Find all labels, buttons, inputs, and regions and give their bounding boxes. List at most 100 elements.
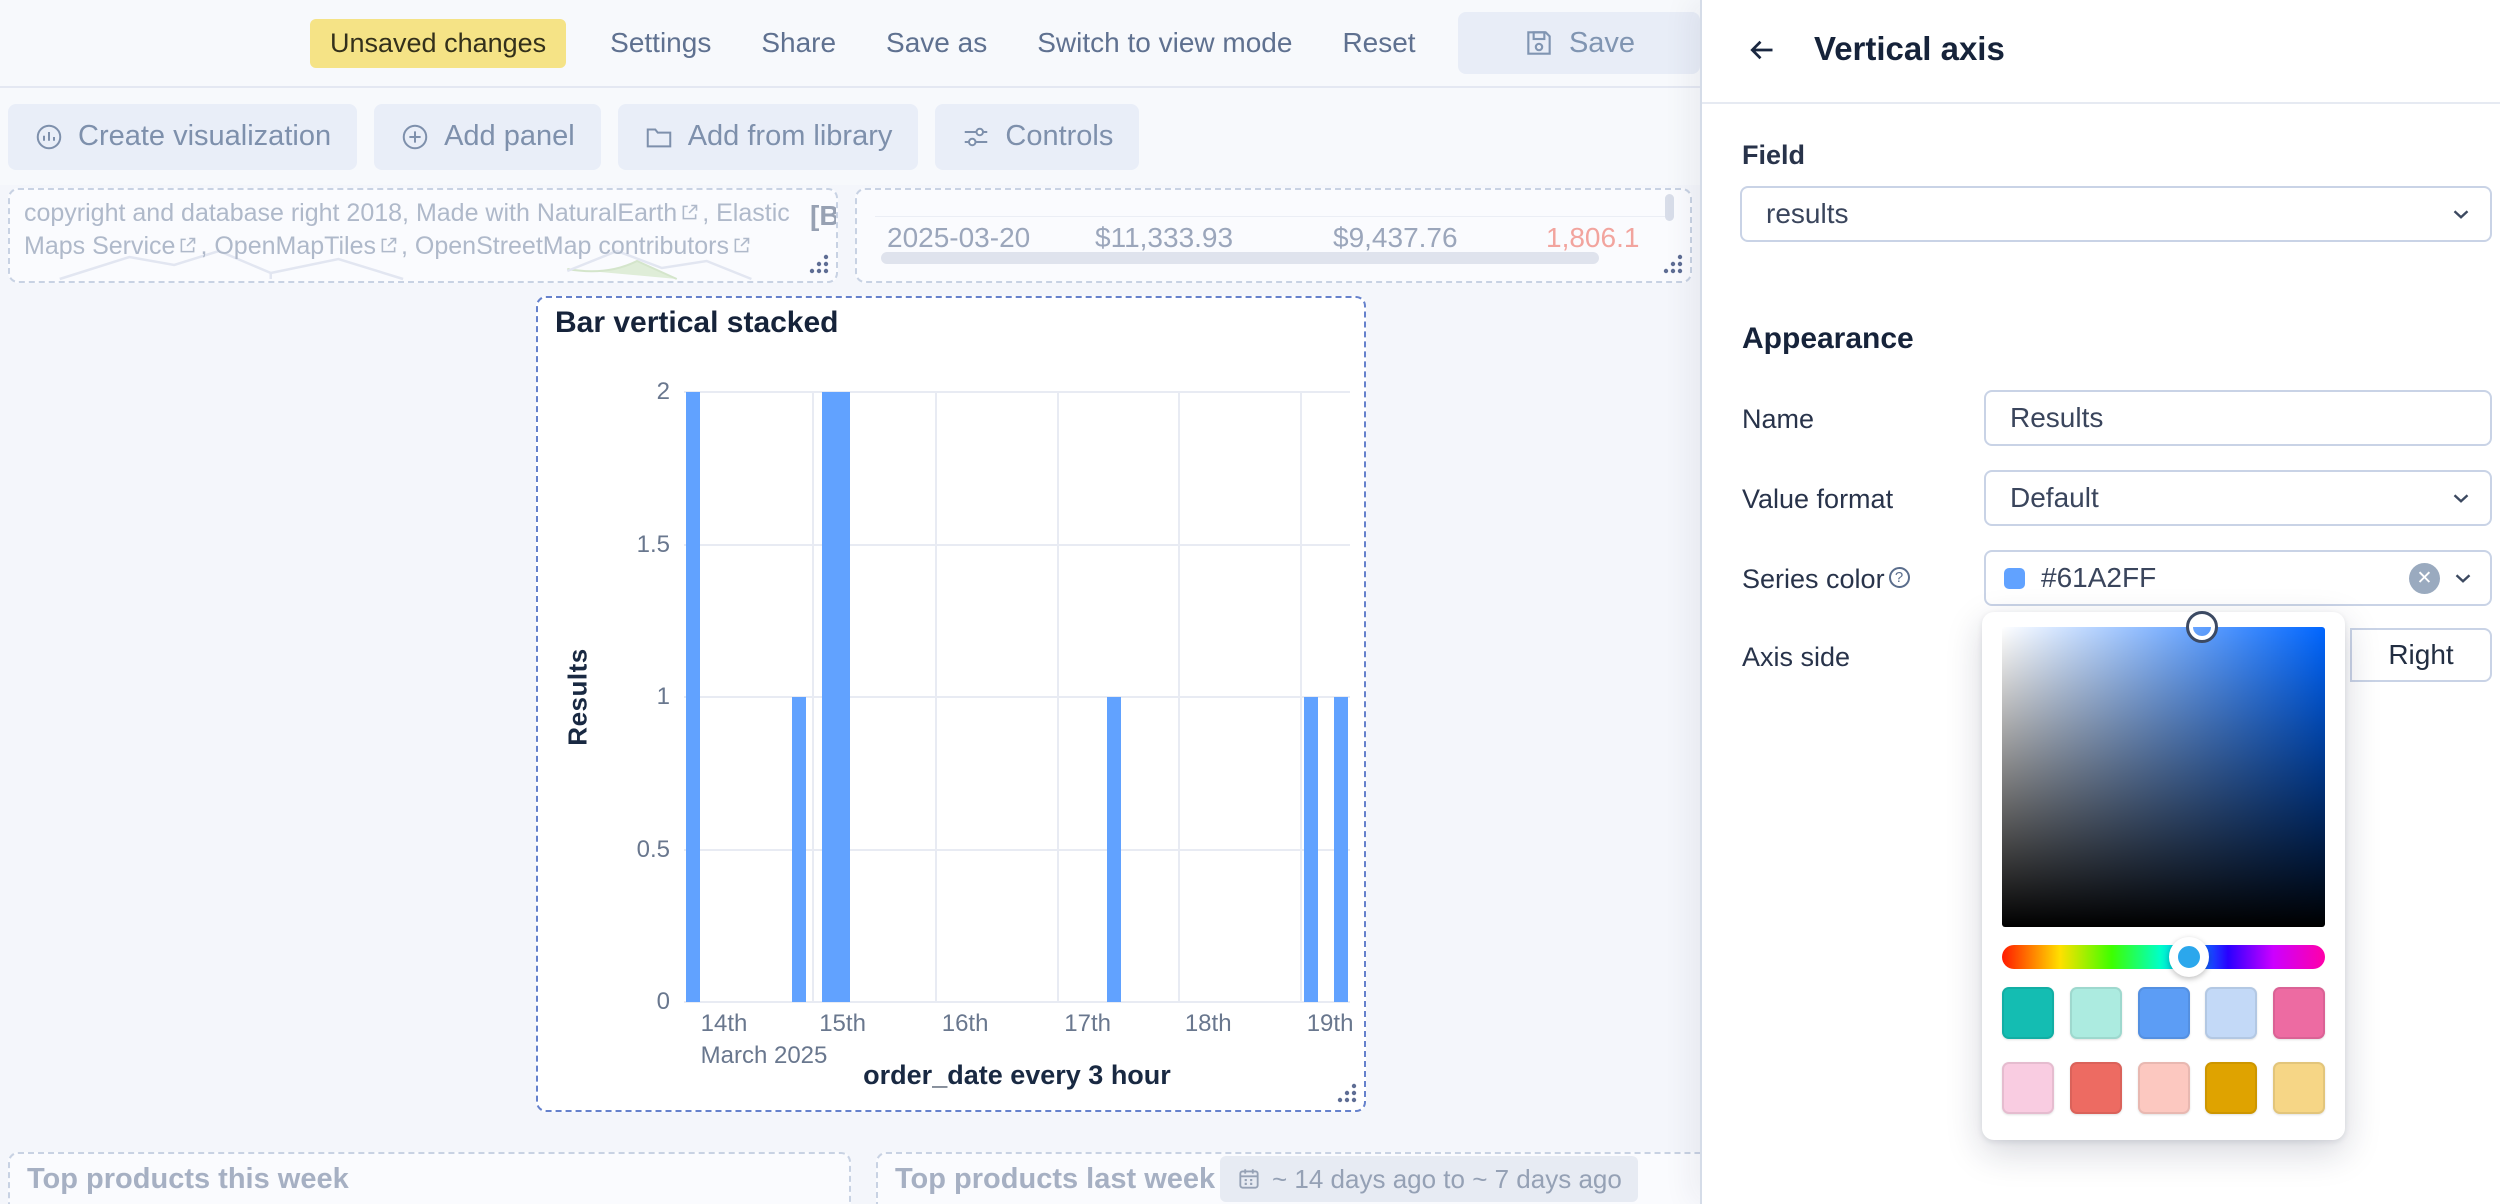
attribution-link[interactable]: OpenMapTiles [214,232,377,260]
hue-slider[interactable] [2002,937,2325,977]
table-row-divider [875,216,1672,217]
chart-plot-area: 0 0.5 1 1.5 2 14th March 2025 15th 16th 17th 18th 1… [637,378,1354,1069]
create-visualization-button[interactable]: Create visualization [8,103,358,170]
x-gridline [1177,392,1180,1002]
attribution-link[interactable]: Elastic Maps Service [24,199,790,260]
sliders-icon [961,122,991,152]
add-from-library-label: Add from library [687,120,893,152]
attribution-link[interactable]: NaturalEarth [536,199,678,227]
x-tick-label: 14th March 2025 [700,1010,828,1069]
flyout-header: Vertical axis [1702,0,2500,104]
color-swatch[interactable] [2137,1062,2190,1114]
chevron-down-icon [2448,201,2474,227]
x-gridline [934,392,937,1002]
panel-resize-handle[interactable] [1662,253,1684,275]
color-swatch[interactable] [2069,987,2122,1039]
color-swatch[interactable] [2002,987,2054,1039]
chart-bar[interactable] [836,392,851,1002]
chart-bar[interactable] [1107,697,1122,1002]
y-tick-label: 0 [656,988,670,1015]
chart-bar[interactable] [1333,697,1348,1002]
axis-side-label: Axis side [1742,642,1851,672]
chart-bar[interactable] [685,392,700,1002]
color-swatch[interactable] [2205,1062,2258,1114]
map-coastline-art [59,249,752,281]
color-swatch[interactable] [2205,987,2258,1039]
table-horizontal-scrollbar[interactable] [881,252,1599,264]
chevron-down-icon [2450,565,2476,591]
table-cell: 1,806.1 [1546,222,1640,253]
menu-save-as[interactable]: Save as [886,27,988,58]
series-color-picker-input[interactable]: #61A2FF ✕ [1984,550,2492,606]
panel-bar-vertical-stacked[interactable]: Bar vertical stacked Results 0 0.5 1 1.5 2 14… [536,296,1366,1112]
table-vertical-scrollbar[interactable] [1665,194,1674,221]
chart-bar[interactable] [821,392,836,1002]
saturation-gradient[interactable] [2002,611,2325,927]
attribution-link[interactable]: OpenStreetMap contributors [414,232,729,260]
color-swatch[interactable] [2137,987,2190,1039]
controls-button[interactable]: Controls [935,103,1140,170]
series-color-label: Series color? [1742,564,1910,595]
series-color-value: #61A2FF [2041,562,2157,593]
color-swatch[interactable] [2273,1062,2325,1114]
help-icon[interactable]: ? [1888,567,1910,588]
panel-map[interactable]: copyright and database right 2018, Made … [8,188,838,283]
attribution-text: , [200,232,215,260]
y-gridline [684,391,1350,393]
y-tick-label: 1.5 [636,530,670,558]
x-gridline [1299,392,1302,1002]
chevron-down-icon [2448,485,2474,511]
axis-side-right-button[interactable]: Right [2350,628,2492,682]
name-input-value: Results [2010,402,2104,433]
chart-bar[interactable] [792,697,807,1002]
panel-resize-handle[interactable] [1336,1082,1358,1104]
add-panel-button[interactable]: Add panel [374,103,601,170]
panel-title: Top products this week [27,1163,349,1195]
back-button[interactable] [1738,26,1786,74]
x-tick-sublabel: March 2025 [700,1042,828,1069]
menu-share[interactable]: Share [761,27,837,58]
panel-top-products-this-week[interactable]: Top products this week [8,1152,851,1204]
color-swatch-row [2002,1062,2325,1114]
external-link-icon [677,199,702,227]
value-format-select[interactable]: Default [1984,470,2492,526]
clear-color-button[interactable]: ✕ [2409,562,2440,594]
attribution-text: , [702,199,717,227]
color-swatch[interactable] [2273,987,2325,1039]
saturation-handle[interactable] [2186,611,2219,643]
x-tick-label: 19th [1306,1010,1354,1037]
y-gridline [684,543,1350,546]
panel-top-products-last-week[interactable]: Top products last week ~ 14 days ago to … [876,1152,1700,1204]
menu-reset[interactable]: Reset [1342,27,1416,58]
appearance-heading: Appearance [1742,322,1914,355]
external-link-icon [729,232,754,260]
external-link-icon [376,232,401,260]
add-from-library-button[interactable]: Add from library [617,103,919,170]
color-swatch[interactable] [2002,1062,2054,1114]
y-tick-label: 2 [656,378,670,405]
save-button[interactable]: Save [1458,12,1700,74]
name-label: Name [1742,404,1815,434]
flyout-title: Vertical axis [1814,30,2005,67]
panel-table[interactable]: 2025-03-20 $11,333.93 $9,437.76 1,806.1 [855,188,1692,283]
field-select[interactable]: results [1740,186,2492,242]
panel-title: Top products last week [895,1163,1216,1195]
panel-time-range-badge[interactable]: ~ 14 days ago to ~ 7 days ago [1220,1156,1638,1202]
x-tick-label: 18th [1184,1010,1232,1037]
folder-icon [644,122,674,152]
menu-settings[interactable]: Settings [610,27,712,58]
x-tick-label: 15th [819,1010,866,1037]
menu-switch-to-view-mode[interactable]: Switch to view mode [1037,27,1293,58]
plus-circle-icon [400,122,430,152]
color-swatch[interactable] [2069,1062,2122,1114]
table-cell: $11,333.93 [1095,222,1234,253]
save-icon [1523,27,1555,59]
value-format-value: Default [2010,482,2099,513]
x-gridline [1057,392,1060,1002]
dashboard-main-area: Unsaved changes Settings Share Save as S… [0,12,1700,1204]
name-input[interactable]: Results [1984,390,2492,446]
hue-slider-handle[interactable] [2169,937,2210,977]
x-tick-label: 17th [1064,1010,1111,1037]
chart-bar[interactable] [1303,697,1318,1002]
panel-resize-handle[interactable] [808,253,830,275]
